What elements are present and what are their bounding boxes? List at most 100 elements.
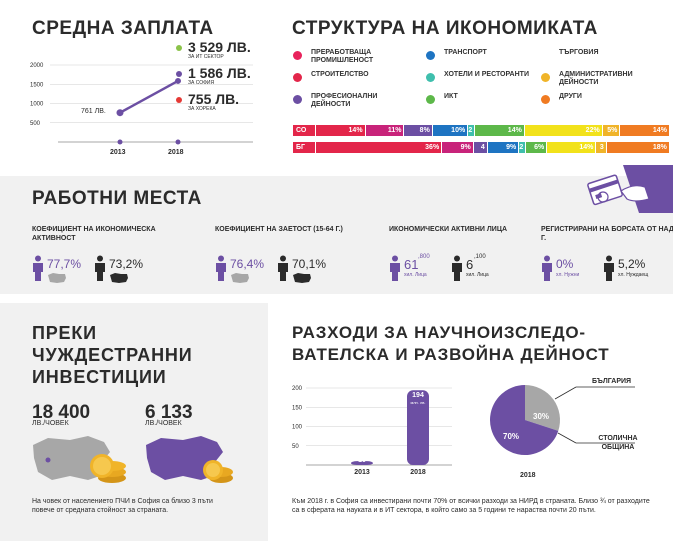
pie-slice-label: СТОЛИЧНА ОБЩИНА	[598, 435, 638, 451]
rnd-pie-chart	[490, 385, 635, 455]
legend-label: АДМИНИСТРАТИВНИ ДЕЙНОСТИ	[559, 71, 633, 86]
bulgaria-person-icon	[452, 255, 462, 281]
bulgaria-person-icon	[95, 255, 105, 281]
structure-segment: 2	[467, 125, 475, 136]
fdi-caption: На човек от населението ПЧИ в София са б…	[32, 498, 213, 514]
sofia-person-icon	[33, 255, 43, 281]
jobs-metric-bg-sup: ,100	[474, 254, 486, 260]
legend-dot	[541, 73, 550, 82]
rnd-bar-year: 2013	[354, 469, 370, 476]
rnd-y-tick: 100	[292, 425, 303, 431]
rnd-y-tick: 50	[292, 444, 299, 450]
jobs-metric-title: РЕГИСТРИРАНИ НА БОРСАТА ОТ НАД 1 Г.	[541, 226, 673, 242]
rnd-bar-value: 194	[412, 392, 424, 400]
salary-end-point	[175, 77, 181, 84]
salary-axis-dot-2018	[175, 139, 181, 145]
salary-y-tick: 1500	[30, 82, 44, 88]
structure-segment: 9%	[441, 142, 473, 153]
salary-start-point	[116, 109, 124, 117]
rnd-y-tick: 150	[292, 405, 303, 411]
jobs-metric-sofia-value: 0%	[556, 257, 574, 271]
salary-entry-value: 1 586 ЛВ.	[188, 65, 251, 81]
salary-xlabel-2013: 2013	[110, 149, 126, 156]
legend-label: ИКТ	[444, 93, 458, 100]
structure-segment: 6%	[525, 142, 547, 153]
sofia-mini-map-icon	[231, 273, 249, 283]
jobs-metric-sofia-value: 61	[404, 257, 419, 272]
pie-slice-label: БЪЛГАРИЯ	[592, 378, 632, 385]
structure-bar-row: БГ 36% 9% 4 9% 2 6% 14% 3 18%	[293, 142, 669, 153]
rnd-bar-unit: млн. лв.	[354, 465, 370, 471]
jobs-metric-bg-unit: хл. Нуждаещ	[618, 272, 649, 278]
jobs-metric-sofia-value: 76,4%	[230, 257, 265, 271]
bulgaria-mini-map-icon	[110, 273, 128, 283]
structure-segment: 9%	[486, 142, 519, 153]
jobs-metric-title: ИКОНОМИЧЕСКИ АКТИВНИ ЛИЦА	[389, 226, 508, 233]
rnd-bar-year: 2018	[410, 469, 426, 476]
salary-entry-label: ЗА СОФИЯ	[188, 80, 215, 86]
structure-segment: 22%	[523, 125, 602, 136]
salary-entry-dot	[176, 97, 182, 103]
rnd-bar	[351, 461, 373, 465]
legend-dot	[541, 95, 550, 104]
legend-dot	[426, 95, 435, 104]
salary-entry-dot	[176, 71, 182, 77]
salary-entry-value: 3 529 ЛВ.	[188, 39, 251, 55]
legend-label: СТРОИТЕЛСТВО	[311, 71, 369, 78]
salary-entry-value: 755 ЛВ.	[188, 91, 240, 107]
legend-dot	[293, 73, 302, 82]
bulgaria-mini-map-icon	[293, 273, 311, 283]
structure-segment: 14%	[474, 125, 524, 136]
legend-label: ТЪРГОВИЯ	[559, 49, 599, 56]
legend-dot	[293, 95, 302, 104]
rnd-bar-chart: 200 150 100 50	[292, 386, 452, 466]
jobs-metric-sofia-unit: хил. Лица	[404, 272, 427, 278]
sofia-mini-map-icon	[48, 273, 66, 283]
fdi-bg-unit: ЛВ./ЧОВЕК	[145, 420, 182, 427]
jobs-metric-title: КОЕФИЦИЕНТ НА ИКОНОМИЧЕСКА АКТИВНОСТ	[32, 226, 156, 242]
structure-segment: 8%	[403, 125, 432, 136]
salary-entry-dot	[176, 45, 182, 51]
salary-y-tick: 500	[30, 121, 41, 127]
salary-axis-dot-2013	[117, 139, 123, 145]
structure-segment: 5%	[601, 125, 620, 136]
salary-title: СРЕДНА ЗАПЛАТА	[32, 18, 214, 39]
structure-segment: 11%	[364, 125, 404, 136]
salary-y-tick: 1000	[30, 102, 44, 108]
bulgaria-person-icon	[604, 255, 614, 281]
jobs-metric-title: КОЕФИЦИЕНТ НА ЗАЕТОСТ (15-64 Г.)	[215, 226, 343, 233]
pie-slice	[525, 385, 560, 431]
pie-slice	[490, 385, 559, 455]
legend-dot	[426, 73, 435, 82]
legend-label: ХОТЕЛИ И РЕСТОРАНТИ	[444, 71, 529, 78]
fdi-section	[0, 303, 268, 541]
jobs-metric-bg-unit: хил. Лица	[466, 272, 489, 278]
rnd-caption: Към 2018 г. в София са инвестирани почти…	[292, 498, 650, 514]
structure-segment: 10%	[431, 125, 468, 136]
salary-xlabel-2018: 2018	[168, 149, 184, 156]
pie-year: 2018	[520, 472, 536, 479]
jobs-metric-bg-value: 5,2%	[618, 257, 646, 271]
legend-dot	[293, 51, 302, 60]
structure-segment: 2	[518, 142, 526, 153]
jobs-metric-sofia-sup: ,800	[418, 254, 430, 260]
structure-row-label: СО	[293, 125, 315, 136]
salary-line	[119, 79, 179, 114]
structure-segment: 36%	[315, 142, 442, 153]
jobs-metric-bg-value: 70,1%	[292, 257, 327, 271]
salary-y-tick: 2000	[30, 63, 44, 69]
salary-start-label: 761 ЛВ.	[81, 108, 106, 115]
fdi-bg-value: 6 133	[145, 402, 193, 423]
fdi-sofia-map-icon	[33, 436, 126, 483]
legend-dot	[541, 51, 550, 60]
jobs-metric-bg-value: 73,2%	[109, 257, 144, 271]
structure-segment: 14%	[546, 142, 596, 153]
rnd-bar	[407, 390, 429, 465]
structure-row-label: БГ	[293, 142, 315, 153]
structure-title: СТРУКТУРА НА ИКОНОМИКАТА	[292, 18, 598, 39]
fdi-bg-map-icon	[146, 436, 233, 483]
rnd-bar-unit: млн. лв.	[410, 400, 426, 406]
structure-segment: 4	[472, 142, 487, 153]
sofia-person-icon	[542, 255, 552, 281]
structure-segment: 3	[595, 142, 606, 153]
